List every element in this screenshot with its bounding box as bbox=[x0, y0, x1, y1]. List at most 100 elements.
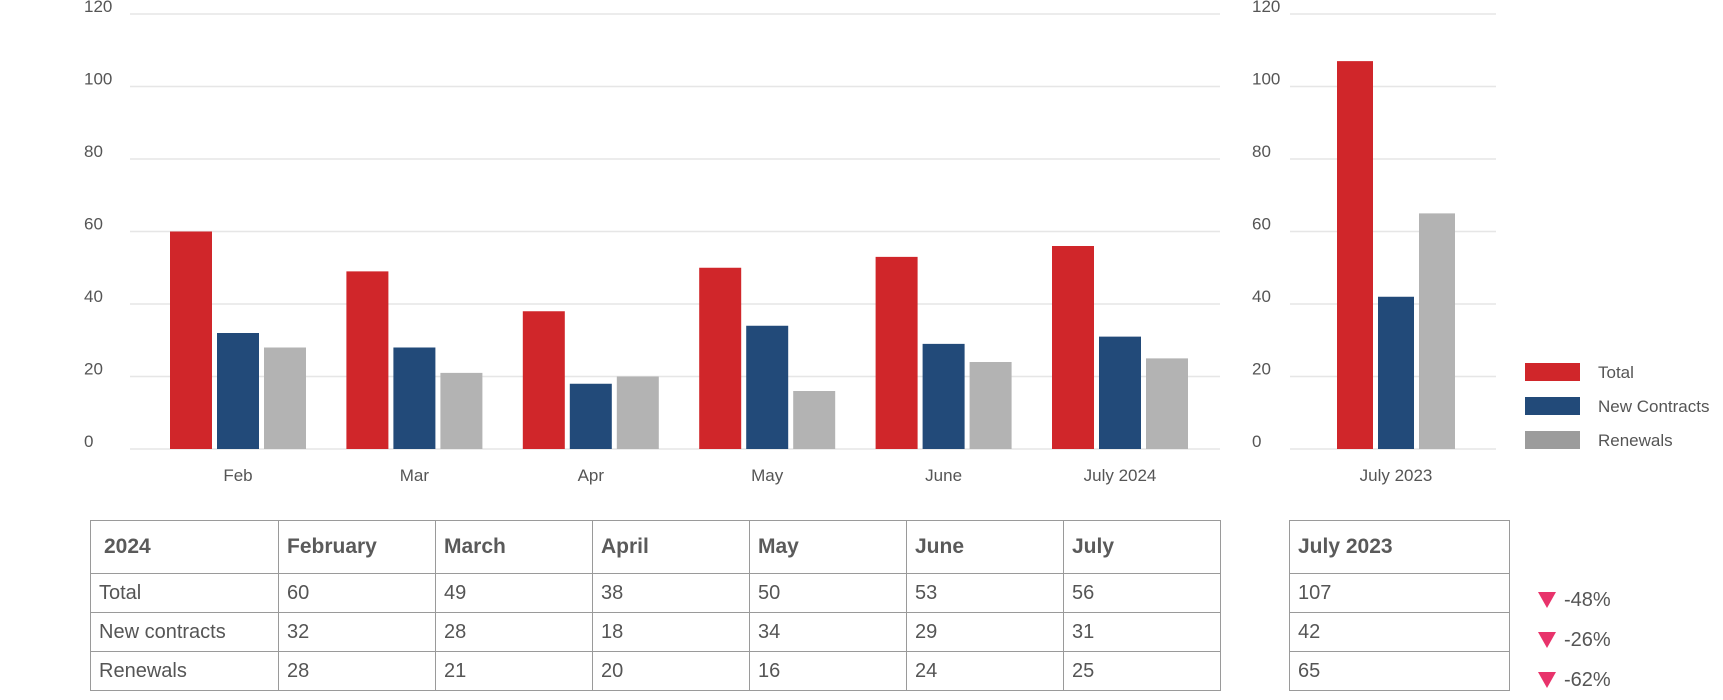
y-tick-label: 120 bbox=[1252, 0, 1280, 16]
legend-swatch-renewals bbox=[1525, 431, 1580, 449]
table-cell: 28 bbox=[278, 651, 436, 691]
table-row: 65 bbox=[1289, 651, 1510, 691]
table-cell: 25 bbox=[1063, 651, 1221, 691]
table-cell: 16 bbox=[749, 651, 907, 691]
bar-renewals-may bbox=[793, 391, 836, 449]
change-item: -26% bbox=[1538, 620, 1611, 660]
table-header-cell: July bbox=[1063, 520, 1221, 574]
table-cell: 38 bbox=[592, 573, 750, 613]
legend-swatch-new-contracts bbox=[1525, 397, 1580, 415]
bar-total-june bbox=[875, 256, 918, 449]
table-cell: 21 bbox=[435, 651, 593, 691]
change-item: -48% bbox=[1538, 580, 1611, 620]
y-tick-label: 0 bbox=[1252, 432, 1261, 451]
y-tick-label: 20 bbox=[1252, 360, 1271, 379]
bar-renewals-june bbox=[969, 362, 1012, 449]
change-value: -48% bbox=[1564, 588, 1611, 611]
table-cell: 56 bbox=[1063, 573, 1221, 613]
down-triangle-icon bbox=[1538, 592, 1556, 608]
x-tick-label: July 2024 bbox=[1084, 466, 1157, 485]
y-tick-label: 0 bbox=[84, 432, 93, 451]
y-tick-label: 60 bbox=[1252, 215, 1271, 234]
bar-total-feb bbox=[170, 231, 212, 449]
y-tick-label: 20 bbox=[84, 360, 103, 379]
x-tick-label: May bbox=[751, 466, 784, 485]
table-row: Total 60 49 38 50 53 56 bbox=[90, 573, 1221, 613]
bar-new-contracts-apr bbox=[569, 383, 612, 449]
table-cell: 29 bbox=[906, 612, 1064, 652]
bar-new-contracts-feb bbox=[217, 333, 259, 449]
y-tick-label: 40 bbox=[84, 287, 103, 306]
table-row: 42 bbox=[1289, 612, 1510, 652]
y-tick-label: 40 bbox=[1252, 287, 1271, 306]
table-row: New contracts 32 28 18 34 29 31 bbox=[90, 612, 1221, 652]
bar-total-mar bbox=[346, 271, 389, 449]
table-row: Renewals 28 21 20 16 24 25 bbox=[90, 651, 1221, 691]
y-tick-label: 120 bbox=[84, 0, 112, 16]
contracts-chart: 0 20 40 60 80 100 120 Feb Mar Apr May June July 2024… bbox=[84, 0, 1709, 485]
bar-new-contracts-mar bbox=[393, 347, 436, 449]
bar-renewals-apr bbox=[616, 376, 659, 449]
table-header-cell: April bbox=[592, 520, 750, 574]
legend-label-renewals: Renewals bbox=[1598, 431, 1673, 450]
x-tick-label: July 2023 bbox=[1360, 466, 1433, 485]
july-2023-table: July 2023 107 42 65 bbox=[1289, 520, 1510, 691]
bar-total-apr bbox=[522, 311, 565, 449]
bar-renewals-mar bbox=[440, 372, 483, 449]
table-cell: 31 bbox=[1063, 612, 1221, 652]
table-header-cell: February bbox=[278, 520, 436, 574]
change-value: -26% bbox=[1564, 628, 1611, 651]
table-header-cell: 2024 bbox=[90, 520, 279, 574]
table-header-cell: July 2023 bbox=[1289, 520, 1510, 574]
table-cell: 65 bbox=[1289, 651, 1510, 691]
y-tick-label: 80 bbox=[84, 142, 103, 161]
bar-new-contracts-july-2023 bbox=[1378, 296, 1414, 449]
bar-new-contracts-june bbox=[922, 343, 965, 449]
table-cell: Total bbox=[90, 573, 279, 613]
down-triangle-icon bbox=[1538, 632, 1556, 648]
down-triangle-icon bbox=[1538, 672, 1556, 688]
x-tick-label: Apr bbox=[578, 466, 605, 485]
table-cell: 34 bbox=[749, 612, 907, 652]
y-tick-label: 60 bbox=[84, 215, 103, 234]
table-cell: New contracts bbox=[90, 612, 279, 652]
bar-renewals-july-2024 bbox=[1146, 358, 1188, 449]
change-list: -48% -26% -62% bbox=[1538, 580, 1611, 700]
bar-renewals-july-2023 bbox=[1419, 213, 1455, 449]
table-cell: 18 bbox=[592, 612, 750, 652]
table-cell: 50 bbox=[749, 573, 907, 613]
table-cell: 24 bbox=[906, 651, 1064, 691]
bar-total-july-2023 bbox=[1337, 61, 1373, 449]
monthly-table: 2024 February March April May June July … bbox=[90, 520, 1221, 691]
bar-renewals-feb bbox=[264, 347, 306, 449]
table-cell: 32 bbox=[278, 612, 436, 652]
table-cell: 49 bbox=[435, 573, 593, 613]
bar-total-july-2024 bbox=[1052, 246, 1094, 449]
table-header-cell: March bbox=[435, 520, 593, 574]
y-tick-label: 80 bbox=[1252, 142, 1271, 161]
table-cell: 53 bbox=[906, 573, 1064, 613]
table-cell: 60 bbox=[278, 573, 436, 613]
table-header-row: 2024 February March April May June July bbox=[90, 520, 1221, 574]
table-header-cell: May bbox=[749, 520, 907, 574]
table-cell: Renewals bbox=[90, 651, 279, 691]
bar-new-contracts-may bbox=[746, 325, 789, 449]
table-cell: 28 bbox=[435, 612, 593, 652]
legend-label-new-contracts: New Contracts bbox=[1598, 397, 1709, 416]
change-value: -62% bbox=[1564, 668, 1611, 691]
table-header-row: July 2023 bbox=[1289, 520, 1510, 574]
table-cell: 42 bbox=[1289, 612, 1510, 652]
legend-label-total: Total bbox=[1598, 363, 1634, 382]
table-header-cell: June bbox=[906, 520, 1064, 574]
y-tick-label: 100 bbox=[1252, 70, 1280, 89]
legend-swatch-total bbox=[1525, 363, 1580, 381]
table-cell: 20 bbox=[592, 651, 750, 691]
table-cell: 107 bbox=[1289, 573, 1510, 613]
y-tick-label: 100 bbox=[84, 70, 112, 89]
x-tick-label: Mar bbox=[400, 466, 430, 485]
x-tick-label: Feb bbox=[223, 466, 252, 485]
change-item: -62% bbox=[1538, 660, 1611, 700]
bar-total-may bbox=[699, 267, 742, 449]
x-tick-label: June bbox=[925, 466, 962, 485]
table-row: 107 bbox=[1289, 573, 1510, 613]
